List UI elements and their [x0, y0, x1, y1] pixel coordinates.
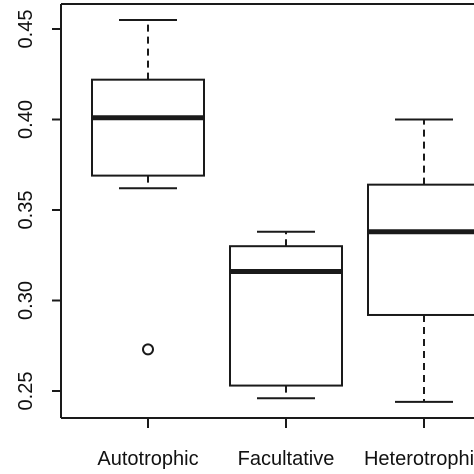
boxes-layer	[91, 18, 474, 403]
x-axis-labels: Autotrophic Facultative Heterotrophic	[97, 418, 474, 470]
iqr-box	[91, 78, 205, 177]
x-tick-label: Heterotrophic	[364, 448, 474, 470]
iqr-box	[367, 183, 474, 316]
iqr-box	[229, 245, 343, 387]
y-tick-label: 0.35	[15, 191, 37, 230]
x-tick-label: Autotrophic	[97, 448, 198, 470]
y-tick-label: 0.25	[15, 372, 37, 411]
box-heterotrophic	[367, 118, 474, 403]
box-facultative	[229, 230, 343, 400]
y-axis-ticks: 0.25 0.30 0.35 0.40 0.45	[15, 10, 61, 411]
y-tick-label: 0.40	[15, 100, 37, 139]
x-tick-label: Facultative	[238, 448, 335, 470]
box-autotrophic	[91, 18, 205, 356]
y-tick-label: 0.30	[15, 281, 37, 320]
y-tick-label: 0.45	[15, 10, 37, 49]
outlier-point	[142, 343, 154, 356]
